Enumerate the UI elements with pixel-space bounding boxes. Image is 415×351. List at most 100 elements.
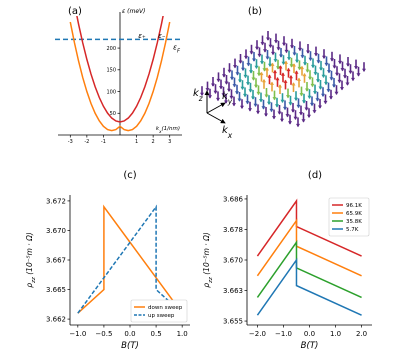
- spin-arrow-head: [293, 116, 298, 120]
- axis-label-sub: z: [198, 94, 204, 103]
- spin-arrow-head: [334, 91, 339, 95]
- spin-arrow-head: [313, 91, 317, 95]
- spin-arrow-head: [282, 42, 286, 46]
- spin-arrow-head: [275, 104, 279, 108]
- y-axis-label-rest: (10⁻⁵m · Ω): [25, 232, 34, 277]
- panel-label: (b): [248, 6, 262, 17]
- spin-arrow-head: [354, 66, 358, 70]
- spin-arrow-head: [259, 99, 263, 103]
- spin-arrow-head: [313, 72, 318, 76]
- spin-arrow-head: [267, 101, 271, 105]
- spin-arrow-head: [261, 106, 266, 110]
- spin-arrow-head: [285, 114, 290, 118]
- spin-arrow-head: [260, 61, 264, 65]
- legend-label: 5.7K: [346, 227, 359, 233]
- spin-arrow-head: [256, 91, 261, 96]
- spin-arrow-head: [232, 103, 236, 107]
- spin-arrow-head: [271, 51, 275, 56]
- spin-arrow-head: [266, 37, 270, 41]
- spin-arrow-head: [295, 59, 299, 63]
- spin-arrow-head: [297, 66, 302, 71]
- spin-arrow-head: [260, 42, 265, 46]
- y-tick-label: 3.662: [46, 316, 66, 324]
- x-tick-label: -2: [84, 139, 89, 145]
- y-axis-label-rest: (10⁻⁵m · Ω): [202, 232, 211, 277]
- spin-arrow-head: [335, 72, 339, 76]
- spin-arrow-head: [351, 77, 355, 82]
- spin-arrow-head: [314, 53, 318, 57]
- spin-arrow-head: [308, 76, 312, 80]
- x-axis-label-rest: (1/nm): [162, 126, 181, 132]
- spin-arrow-head: [200, 92, 204, 96]
- spin-arrow-head: [310, 83, 315, 88]
- spin-arrow-head: [213, 90, 218, 94]
- spin-arrow-head: [348, 70, 353, 74]
- spin-arrow-head: [288, 121, 292, 125]
- spin-arrow-head: [273, 59, 278, 63]
- x-tick-label: −2.0: [249, 330, 266, 338]
- spin-arrow-head: [208, 95, 212, 99]
- spin-arrow-head: [264, 94, 269, 98]
- axis-arrow: [206, 102, 226, 114]
- axis-label-sub: x: [227, 131, 233, 140]
- spin-arrow-head: [329, 77, 334, 81]
- spin-arrow-head: [286, 95, 290, 99]
- spin-arrow-head: [294, 70, 299, 74]
- spin-arrow-head: [308, 57, 313, 61]
- spin-arrow-head: [356, 73, 361, 77]
- spin-arrow-head: [315, 98, 320, 102]
- y-tick-label: 3.663: [223, 287, 243, 295]
- spin-arrow-head: [265, 67, 269, 71]
- y-axis-label: ρzz (10⁻⁵m · Ω): [202, 232, 214, 288]
- y-tick-label: 3.665: [46, 286, 66, 294]
- spin-arrow-head: [211, 83, 215, 87]
- spin-arrow-head: [279, 54, 283, 58]
- series-line: [256, 198, 362, 257]
- spin-arrow-head: [257, 53, 262, 58]
- spin-arrow-head: [318, 86, 323, 90]
- spin-arrow-head: [345, 82, 350, 86]
- spin-arrow-head: [246, 82, 250, 86]
- spin-arrow-head: [222, 74, 226, 78]
- x-tick-label: 0.5: [151, 330, 162, 338]
- y-tick-label: 50: [110, 111, 116, 117]
- spin-arrow-head: [299, 93, 304, 97]
- axis-arrow: [206, 112, 226, 124]
- spin-arrow-head: [253, 103, 258, 107]
- spin-arrow-head: [216, 78, 221, 83]
- spin-arrow-head: [289, 75, 293, 79]
- spin-arrow-head: [288, 102, 293, 106]
- spin-arrow-head: [246, 63, 251, 67]
- spin-arrow-head: [340, 87, 344, 91]
- spin-arrow-head: [249, 51, 254, 55]
- y-axis-label-sub: zz: [31, 276, 37, 284]
- spin-arrow-head: [243, 74, 248, 79]
- spin-arrow-head: [316, 79, 320, 83]
- spin-arrow-head: [291, 82, 296, 86]
- x-tick-label: −0.5: [95, 330, 112, 338]
- spin-arrow-head: [262, 68, 267, 72]
- spin-arrow-head: [281, 61, 286, 65]
- spin-arrow-head: [272, 116, 276, 120]
- spin-arrow-head: [286, 67, 291, 72]
- spin-arrow-head: [235, 72, 240, 76]
- spin-arrow-head: [280, 118, 284, 122]
- spin-arrow-head: [306, 50, 310, 54]
- x-tick-label: −1.0: [275, 330, 292, 338]
- panel-label: (a): [68, 6, 82, 17]
- spin-arrow-head: [269, 108, 274, 113]
- spin-arrow-head: [319, 67, 323, 71]
- spin-arrow-head: [316, 60, 321, 64]
- spin-arrow-head: [251, 77, 256, 81]
- axis-label-base: k: [222, 125, 229, 136]
- x-tick-label: -1: [101, 139, 106, 145]
- series-line: [256, 257, 362, 316]
- spin-arrow-head: [252, 58, 256, 62]
- spin-arrow-head: [230, 76, 234, 81]
- spin-arrow-head: [326, 89, 331, 93]
- axis-label-base: k: [222, 91, 229, 102]
- spin-arrow-head: [235, 91, 239, 95]
- x-tick-label: 0.0: [124, 330, 135, 338]
- spin-arrow-head: [240, 86, 245, 90]
- spin-arrow-head: [277, 111, 282, 115]
